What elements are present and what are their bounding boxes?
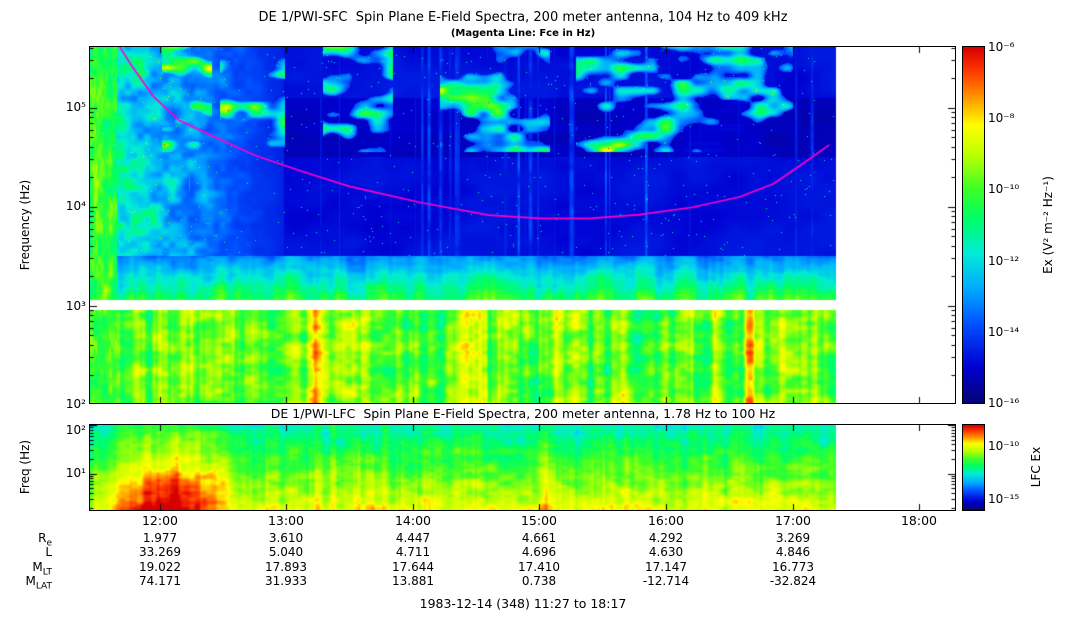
ephemeris-value: 19.022 — [139, 560, 181, 574]
sfc-cbar-tick-0: 10⁻⁶ — [988, 40, 1015, 54]
lfc-title: DE 1/PWI-LFC Spin Plane E-Field Spectra,… — [270, 406, 776, 421]
ephemeris-label-mlat: MLAT — [0, 574, 52, 593]
time-tick-12: 12:00 — [141, 513, 179, 528]
sfc-cbar-tick-5: 10⁻¹⁶ — [988, 396, 1020, 410]
sfc-ytick-1e3: 10³ — [65, 299, 86, 313]
ephemeris-value: 4.846 — [775, 545, 811, 559]
sfc-cbar-tick-2: 10⁻¹⁰ — [988, 182, 1020, 196]
sfc-cbar-label: Ex (V² m⁻² Hz⁻¹) — [1041, 176, 1055, 274]
lfc-ytick-1e2: 10² — [65, 423, 86, 437]
sfc-cbar-tick-3: 10⁻¹² — [988, 254, 1020, 268]
ephemeris-value: 17.147 — [645, 560, 687, 574]
lfc-cbar-label: LFC Ex — [1029, 446, 1043, 488]
time-tick-14: 14:00 — [394, 513, 432, 528]
ephemeris-label-sub: LT — [42, 567, 52, 578]
ephemeris-label-mlt: MLT — [0, 560, 52, 579]
lfc-colorbar — [962, 424, 985, 511]
time-tick-15: 15:00 — [520, 513, 558, 528]
ephemeris-value: 4.696 — [521, 545, 557, 559]
sfc-ytick-1e2: 10² — [65, 397, 86, 411]
ephemeris-label-main: M — [25, 574, 36, 588]
ephemeris-value: 17.410 — [518, 560, 560, 574]
ephemeris-value: 13.881 — [392, 574, 434, 588]
sfc-cbar-tick-4: 10⁻¹⁴ — [988, 325, 1020, 339]
date-caption: 1983-12-14 (348) 11:27 to 18:17 — [419, 596, 627, 611]
ephemeris-value: 17.893 — [265, 560, 307, 574]
ephemeris-value: 0.738 — [521, 574, 557, 588]
ephemeris-value: -32.824 — [769, 574, 817, 588]
ephemeris-label-l: L — [0, 545, 52, 564]
ephemeris-value: -12.714 — [642, 574, 690, 588]
sfc-ytick-1e4: 10⁴ — [65, 199, 86, 213]
ephemeris-row-mlt: MLT 19.022 17.893 17.644 17.410 17.147 1… — [0, 560, 1083, 577]
time-tick-18: 18:00 — [900, 513, 938, 528]
time-tick-17: 17:00 — [774, 513, 812, 528]
ephemeris-value: 31.933 — [265, 574, 307, 588]
ephemeris-label-sub: e — [46, 538, 52, 549]
sfc-spectrogram-canvas — [89, 46, 956, 404]
ephemeris-value: 3.610 — [268, 531, 304, 545]
lfc-ytick-1e1: 10¹ — [65, 466, 86, 480]
lfc-spectrogram-canvas — [89, 424, 956, 511]
ephemeris-value: 74.171 — [139, 574, 181, 588]
ephemeris-value: 4.630 — [648, 545, 684, 559]
sfc-ytick-1e5: 10⁵ — [65, 100, 86, 114]
ephemeris-label-re: Re — [0, 531, 52, 550]
ephemeris-row-mlat: MLAT 74.171 31.933 13.881 0.738 -12.714 … — [0, 574, 1083, 591]
lfc-cbar-tick-0: 10⁻¹⁰ — [988, 439, 1020, 453]
ephemeris-value: 3.269 — [775, 531, 811, 545]
ephemeris-label-main: M — [32, 560, 43, 574]
ephemeris-label-sub: LAT — [35, 581, 52, 592]
ephemeris-value: 16.773 — [772, 560, 814, 574]
ephemeris-row-re: Re 1.977 3.610 4.447 4.661 4.292 3.269 — [0, 531, 1083, 548]
ephemeris-value: 33.269 — [139, 545, 181, 559]
ephemeris-label-main: R — [38, 531, 47, 545]
ephemeris-value: 4.292 — [648, 531, 684, 545]
ephemeris-value: 17.644 — [392, 560, 434, 574]
sfc-ylabel: Frequency (Hz) — [18, 179, 32, 271]
sfc-cbar-tick-1: 10⁻⁸ — [988, 111, 1015, 125]
ephemeris-value: 1.977 — [142, 531, 178, 545]
ephemeris-value: 4.711 — [395, 545, 431, 559]
ephemeris-value: 5.040 — [268, 545, 304, 559]
time-tick-13: 13:00 — [267, 513, 305, 528]
lfc-ylabel: Freq (Hz) — [18, 439, 32, 495]
ephemeris-value: 4.661 — [521, 531, 557, 545]
ephemeris-row-l: L 33.269 5.040 4.711 4.696 4.630 4.846 — [0, 545, 1083, 559]
sfc-title: DE 1/PWI-SFC Spin Plane E-Field Spectra,… — [258, 10, 788, 25]
ephemeris-value: 4.447 — [395, 531, 431, 545]
sfc-colorbar — [962, 46, 985, 404]
sfc-subtitle: (Magenta Line: Fce in Hz) — [450, 28, 596, 39]
lfc-cbar-tick-1: 10⁻¹⁵ — [988, 492, 1020, 506]
ephemeris-label-main: L — [45, 545, 52, 559]
time-tick-16: 16:00 — [647, 513, 685, 528]
